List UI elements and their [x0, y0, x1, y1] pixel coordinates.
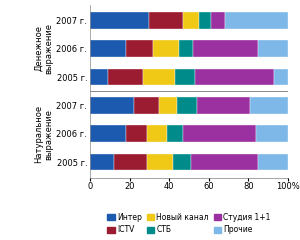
- Text: Натуральное
выражение: Натуральное выражение: [34, 105, 53, 163]
- Bar: [197, 97, 250, 114]
- Bar: [126, 41, 153, 57]
- Bar: [175, 69, 195, 85]
- Bar: [225, 12, 288, 29]
- Bar: [274, 69, 288, 85]
- Bar: [191, 154, 258, 170]
- Bar: [147, 126, 167, 142]
- Bar: [159, 97, 177, 114]
- Bar: [256, 126, 288, 142]
- Legend: Интер, ICTV, Новый канал, СТБ, Студия 1+1, Прочие: Интер, ICTV, Новый канал, СТБ, Студия 1+…: [107, 213, 271, 234]
- Bar: [173, 154, 191, 170]
- Bar: [90, 154, 114, 170]
- Bar: [195, 69, 274, 85]
- Bar: [147, 154, 173, 170]
- Bar: [90, 126, 126, 142]
- Bar: [90, 12, 149, 29]
- Text: Денежное
выражение: Денежное выражение: [34, 23, 53, 73]
- Bar: [193, 41, 258, 57]
- Bar: [153, 41, 179, 57]
- Bar: [134, 97, 159, 114]
- Bar: [258, 41, 288, 57]
- Bar: [177, 97, 197, 114]
- Bar: [258, 154, 288, 170]
- Bar: [90, 41, 126, 57]
- Bar: [114, 154, 147, 170]
- Bar: [126, 126, 147, 142]
- Bar: [183, 12, 199, 29]
- Bar: [199, 12, 211, 29]
- Bar: [211, 12, 225, 29]
- Bar: [149, 12, 183, 29]
- Bar: [250, 97, 288, 114]
- Bar: [167, 126, 183, 142]
- Bar: [183, 126, 256, 142]
- Bar: [179, 41, 193, 57]
- Bar: [143, 69, 175, 85]
- Bar: [90, 69, 108, 85]
- Bar: [108, 69, 143, 85]
- Bar: [90, 97, 134, 114]
